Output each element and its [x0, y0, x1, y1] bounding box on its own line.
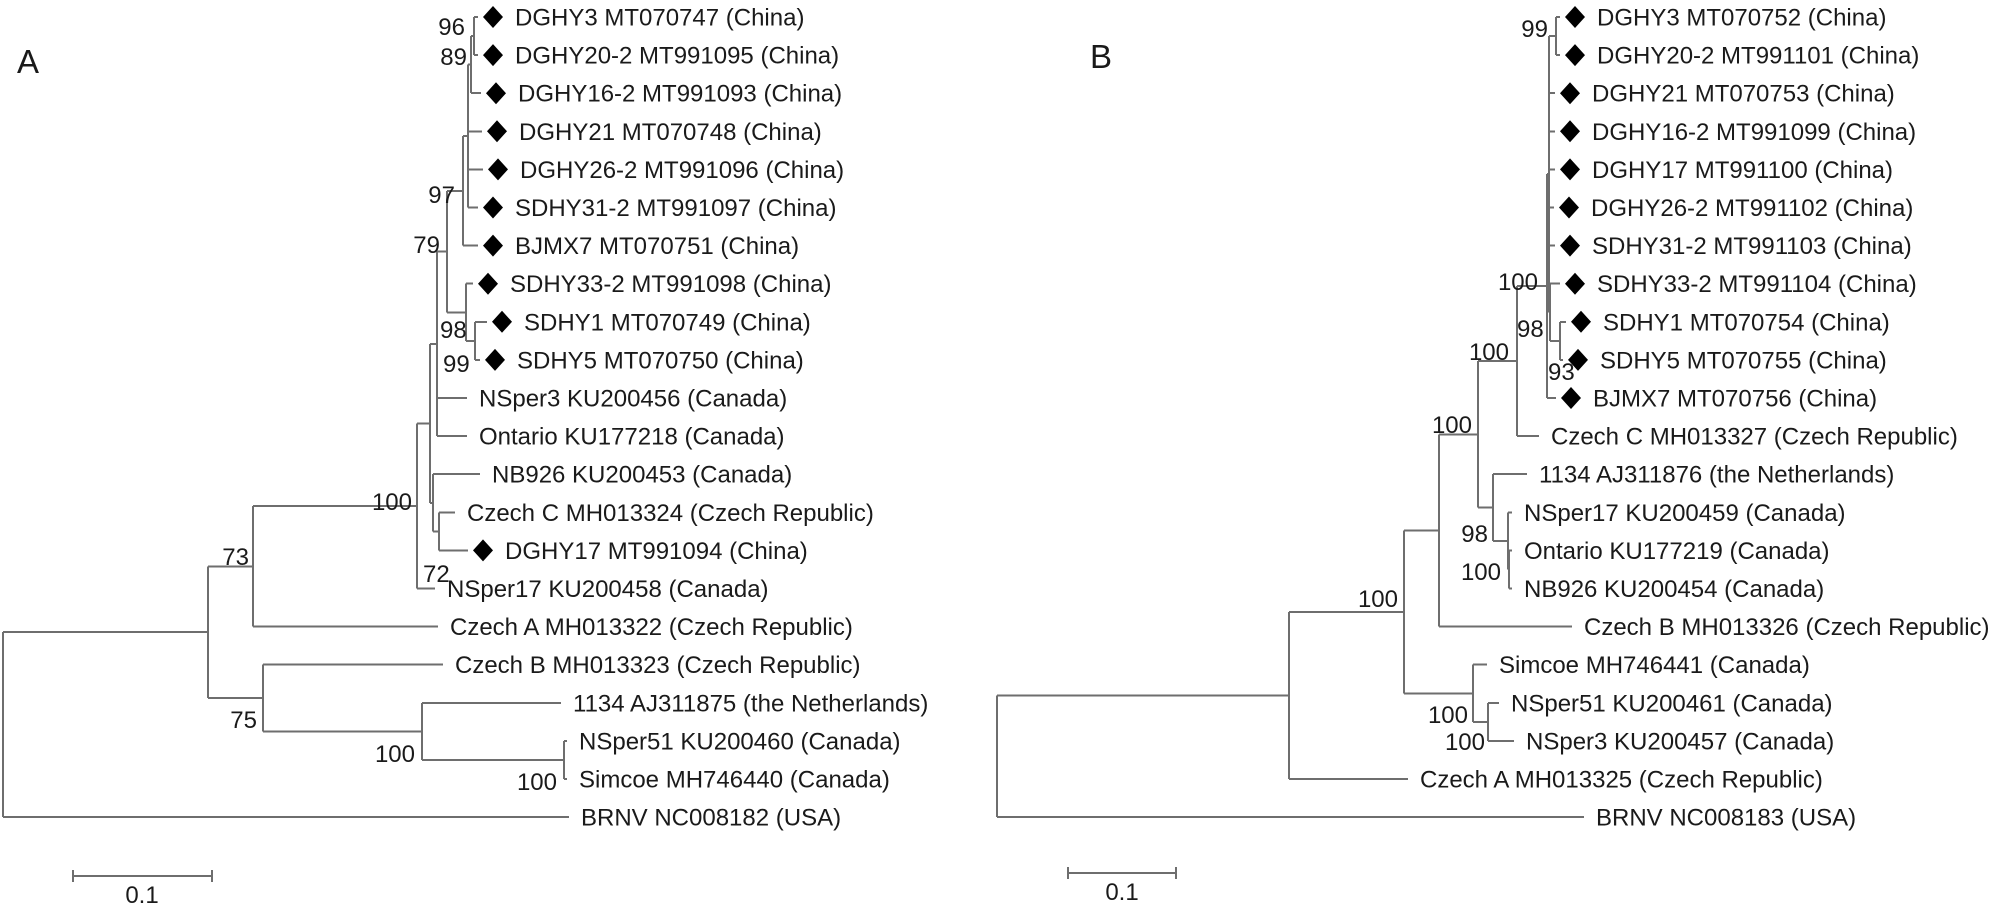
- diamond-marker-icon: [483, 44, 503, 67]
- bootstrap-value: 100: [372, 489, 412, 516]
- taxon-label: DGHY16-2 MT991099 (China): [1592, 119, 1916, 146]
- diamond-marker-icon: [487, 120, 507, 143]
- taxon-label: BJMX7 MT070751 (China): [515, 233, 799, 260]
- taxon-label: DGHY20-2 MT991101 (China): [1597, 43, 1919, 70]
- bootstrap-value: 100: [1498, 269, 1538, 296]
- taxon-label: Czech B MH013323 (Czech Republic): [455, 652, 861, 679]
- diamond-marker-icon: [483, 234, 503, 257]
- bootstrap-value: 96: [438, 14, 465, 41]
- bootstrap-value: 99: [1521, 16, 1548, 43]
- taxon-label: DGHY21 MT070753 (China): [1592, 81, 1895, 108]
- bootstrap-value: 100: [1469, 339, 1509, 366]
- taxon-label: NB926 KU200453 (Canada): [492, 462, 792, 489]
- taxon-label: DGHY26-2 MT991096 (China): [520, 157, 844, 184]
- bootstrap-value: 100: [1432, 412, 1472, 439]
- taxon-label: NSper17 KU200458 (Canada): [447, 576, 769, 603]
- diamond-marker-icon: [483, 196, 503, 219]
- diamond-marker-icon: [1560, 120, 1580, 143]
- bootstrap-value: 100: [1445, 729, 1485, 756]
- bootstrap-value: 100: [1428, 702, 1468, 729]
- taxon-label: DGHY21 MT070748 (China): [519, 119, 822, 146]
- taxon-label: Czech A MH013322 (Czech Republic): [450, 614, 853, 641]
- diamond-marker-icon: [1565, 6, 1585, 28]
- taxon-label: NSper3 KU200456 (Canada): [479, 386, 787, 413]
- taxon-label: SDHY31-2 MT991097 (China): [515, 195, 836, 222]
- scale-bar-label-a: 0.1: [125, 882, 158, 908]
- taxon-label: Czech C MH013324 (Czech Republic): [467, 500, 874, 527]
- taxon-label: NSper51 KU200461 (Canada): [1511, 690, 1833, 717]
- diamond-marker-icon: [1559, 196, 1579, 219]
- taxon-label: Ontario KU177219 (Canada): [1524, 538, 1830, 565]
- bootstrap-value: 98: [1517, 316, 1544, 343]
- taxon-label: DGHY17 MT991094 (China): [505, 538, 808, 565]
- taxon-label: NSper51 KU200460 (Canada): [579, 728, 901, 755]
- bootstrap-value: 72: [423, 561, 450, 588]
- diamond-marker-icon: [492, 310, 512, 333]
- scale-bar-label-b: 0.1: [1105, 879, 1138, 906]
- bootstrap-value: 98: [1461, 521, 1488, 548]
- taxon-label: DGHY3 MT070752 (China): [1597, 5, 1886, 32]
- taxon-label: SDHY33-2 MT991104 (China): [1597, 271, 1917, 298]
- diamond-marker-icon: [1565, 44, 1585, 67]
- bootstrap-value: 100: [1461, 559, 1501, 586]
- taxon-label: DGHY17 MT991100 (China): [1592, 157, 1893, 184]
- bootstrap-value: 97: [428, 182, 455, 209]
- taxon-label: BRNV NC008182 (USA): [581, 805, 841, 832]
- taxon-label: Czech B MH013326 (Czech Republic): [1584, 614, 1990, 641]
- tree-panel-b: B 0.1 DGHY3 MT070752 (China) DGHY20-2 MT9…: [996, 5, 1990, 906]
- taxon-label: Ontario KU177218 (Canada): [479, 424, 785, 451]
- taxon-label: BJMX7 MT070756 (China): [1593, 386, 1877, 413]
- taxon-label: Czech C MH013327 (Czech Republic): [1551, 424, 1958, 451]
- taxon-label: Simcoe MH746440 (Canada): [579, 767, 890, 794]
- diamond-marker-icon: [1560, 234, 1580, 257]
- taxon-label: DGHY3 MT070747 (China): [515, 5, 804, 32]
- bootstrap-value: 99: [443, 351, 470, 378]
- taxon-label: NB926 KU200454 (Canada): [1524, 576, 1824, 603]
- diamond-marker-icon: [1560, 82, 1580, 105]
- diamond-marker-icon: [1561, 387, 1581, 409]
- panel-letter-b: B: [1090, 38, 1112, 75]
- taxon-label: SDHY31-2 MT991103 (China): [1592, 233, 1912, 260]
- diamond-marker-icon: [483, 6, 503, 28]
- diamond-marker-icon: [473, 539, 493, 562]
- taxon-label: SDHY1 MT070754 (China): [1603, 309, 1890, 336]
- taxon-label: DGHY26-2 MT991102 (China): [1591, 195, 1913, 222]
- bootstrap-value: 100: [1358, 586, 1398, 613]
- taxon-label: 1134 AJ311875 (the Netherlands): [573, 690, 928, 717]
- diamond-marker-icon: [486, 82, 506, 105]
- bootstrap-value: 79: [413, 232, 440, 259]
- bootstrap-value: 89: [440, 44, 467, 71]
- diamond-marker-icon: [478, 272, 498, 295]
- taxon-label: BRNV NC008183 (USA): [1596, 805, 1856, 832]
- taxon-label: DGHY20-2 MT991095 (China): [515, 43, 839, 70]
- taxon-label: Czech A MH013325 (Czech Republic): [1420, 767, 1823, 794]
- bootstrap-value: 75: [230, 707, 257, 734]
- bootstrap-value: 93: [1548, 359, 1575, 386]
- taxon-label: SDHY33-2 MT991098 (China): [510, 271, 831, 298]
- taxon-label: SDHY1 MT070749 (China): [524, 309, 811, 336]
- bootstrap-value: 100: [517, 769, 557, 796]
- bootstrap-value: 100: [375, 741, 415, 768]
- taxon-label: NSper3 KU200457 (Canada): [1526, 728, 1834, 755]
- taxon-label: NSper17 KU200459 (Canada): [1524, 500, 1846, 527]
- tree-panel-a: A 0.1 DGHY3 MT070747 (China) DGHY20-2 MT9…: [2, 5, 928, 908]
- diamond-marker-icon: [1565, 272, 1585, 295]
- taxon-label: Simcoe MH746441 (Canada): [1499, 652, 1810, 679]
- bootstrap-value: 73: [222, 544, 249, 571]
- diamond-marker-icon: [488, 158, 508, 181]
- panel-letter-a: A: [17, 43, 39, 80]
- diamond-marker-icon: [1568, 348, 1588, 371]
- diamond-marker-icon: [1560, 158, 1580, 181]
- taxon-label: SDHY5 MT070750 (China): [517, 347, 804, 374]
- diamond-marker-icon: [485, 348, 505, 371]
- taxon-label: 1134 AJ311876 (the Netherlands): [1539, 462, 1894, 489]
- bootstrap-value: 98: [440, 317, 467, 344]
- taxon-label: SDHY5 MT070755 (China): [1600, 347, 1887, 374]
- taxon-label: DGHY16-2 MT991093 (China): [518, 81, 842, 108]
- diamond-marker-icon: [1571, 310, 1591, 333]
